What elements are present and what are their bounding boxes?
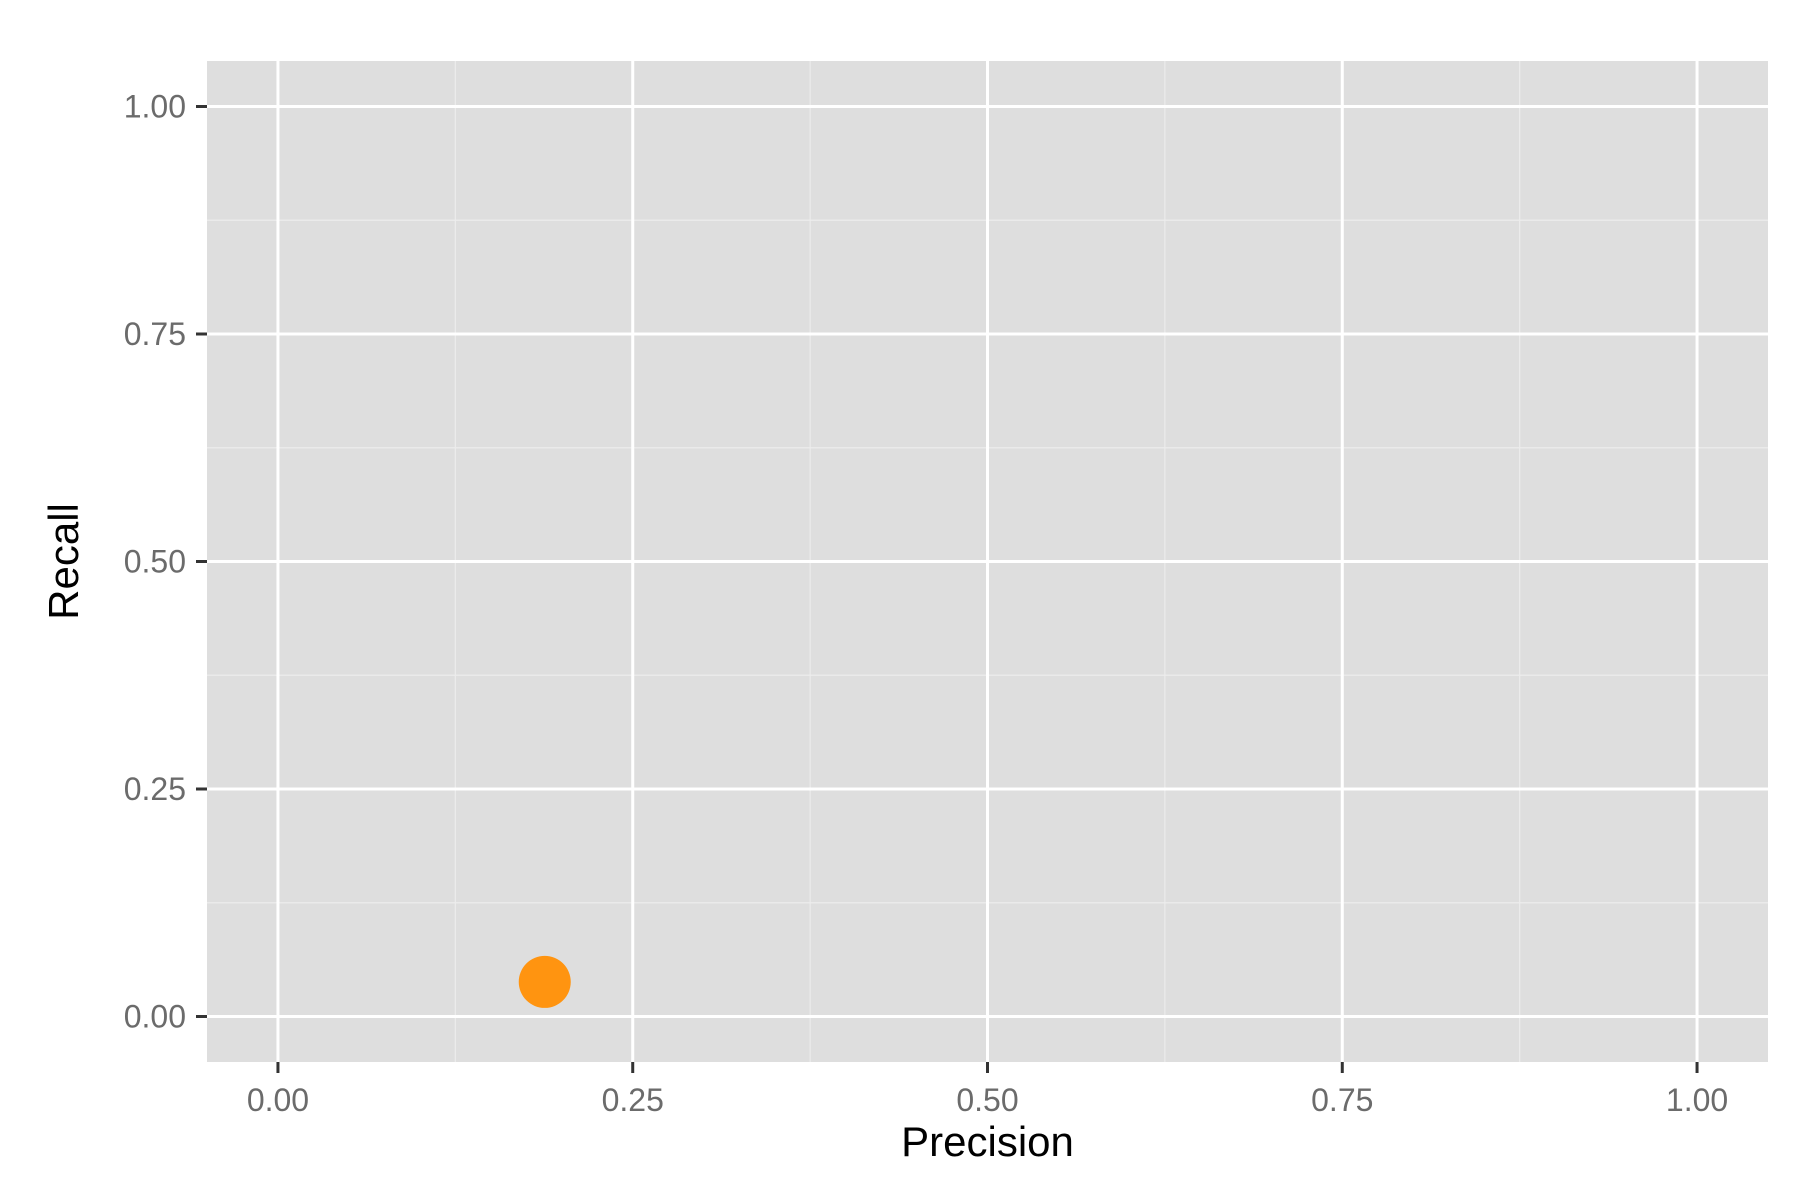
y-tick-label: 0.50 xyxy=(124,544,186,580)
x-tick-label: 0.75 xyxy=(1311,1082,1373,1118)
y-tick-label: 0.25 xyxy=(124,771,186,807)
y-tick-label: 0.75 xyxy=(124,316,186,352)
y-tick-label: 1.00 xyxy=(124,89,186,125)
x-tick-label: 0.25 xyxy=(602,1082,664,1118)
y-axis: 0.00 0.25 0.50 0.75 1.00 xyxy=(124,89,207,1035)
x-tick-label: 1.00 xyxy=(1666,1082,1728,1118)
x-tick-label: 0.00 xyxy=(247,1082,309,1118)
major-gridlines xyxy=(207,61,1768,1062)
data-point xyxy=(518,955,571,1008)
x-axis: 0.00 0.25 0.50 0.75 1.00 xyxy=(247,1062,1728,1118)
y-axis-title: Recall xyxy=(40,503,87,620)
x-tick-label: 0.50 xyxy=(956,1082,1018,1118)
x-axis-title: Precision xyxy=(901,1118,1074,1165)
y-tick-label: 0.00 xyxy=(124,999,186,1035)
data-points xyxy=(518,955,571,1008)
